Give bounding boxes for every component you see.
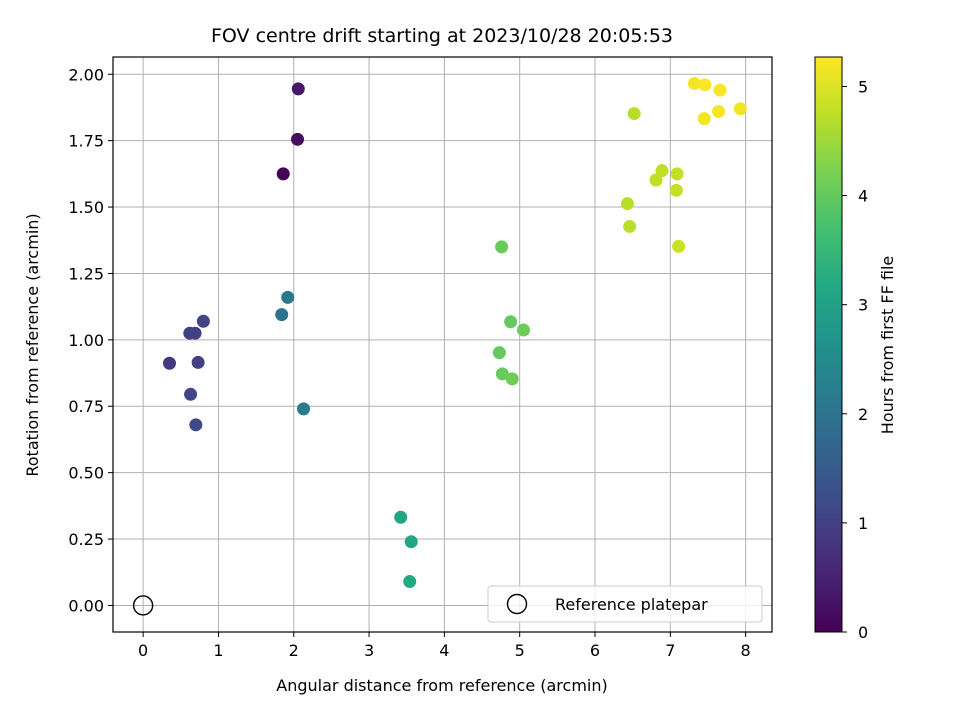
data-point [672,239,686,253]
colorbar-tick-label: 2 [858,405,868,424]
x-tick-label: 8 [741,641,751,660]
y-tick-label: 0.25 [68,530,104,549]
data-point [655,164,669,178]
data-point [191,355,205,369]
y-tick-label: 1.00 [68,331,104,350]
chart-title: FOV centre drift starting at 2023/10/28 … [211,25,673,47]
data-point [669,183,683,197]
data-point [504,315,518,329]
colorbar: 0 1 2 3 4 5 Hours from first FF file [814,56,897,642]
x-tick-label: 3 [364,641,374,660]
x-tick-label: 5 [515,641,525,660]
colorbar-tick-label: 0 [858,623,868,642]
data-point [670,167,684,181]
x-tick-label: 4 [439,641,449,660]
reference-platepar-marker [132,595,154,616]
data-point [281,290,295,304]
colorbar-ticks: 0 1 2 3 4 5 [842,77,868,642]
data-point [189,418,203,432]
y-tick-label: 1.25 [68,264,104,283]
data-point [297,402,311,416]
data-point [196,314,210,328]
data-point [162,356,176,370]
x-tick-label: 0 [138,641,148,660]
y-axis-ticks: 0.00 0.25 0.50 0.75 1.00 1.25 1.50 1.75 2.00 [68,65,113,615]
colorbar-tick-label: 4 [858,187,868,206]
data-point [394,510,408,524]
legend-box [487,585,763,623]
data-point [184,387,198,401]
data-point [620,197,634,211]
data-point [698,78,712,92]
data-points [162,77,747,589]
colorbar-tick-label: 3 [858,296,868,315]
colorbar-frame [814,56,843,633]
data-point [516,323,530,337]
y-tick-label: 0.75 [68,397,104,416]
data-point [623,219,637,233]
x-tick-label: 1 [213,641,223,660]
legend-label-reference: Reference platepar [555,595,708,614]
data-point [733,102,747,116]
data-point [495,367,509,381]
y-tick-label: 2.00 [68,65,104,84]
x-axis-label: Angular distance from reference (arcmin) [276,676,607,695]
x-tick-label: 2 [289,641,299,660]
data-point [275,308,289,322]
y-tick-label: 0.00 [68,596,104,615]
y-tick-label: 0.50 [68,464,104,483]
data-point [495,240,509,254]
reference-layer [132,595,154,616]
data-point [687,77,701,91]
colorbar-tick-label: 5 [858,77,868,96]
legend-marker-open-circle [506,593,528,615]
colorbar-gradient [815,57,842,632]
x-tick-label: 7 [665,641,675,660]
x-axis-ticks: 0 1 2 3 4 5 6 7 8 [138,632,751,660]
data-point [712,104,726,118]
data-point [403,575,417,589]
y-tick-label: 1.75 [68,132,104,151]
data-point [291,82,305,96]
data-point [649,173,663,187]
data-point [276,167,290,181]
grid [113,57,772,632]
x-tick-label: 6 [590,641,600,660]
colorbar-tick-label: 1 [858,514,868,533]
data-point [505,372,519,386]
data-point [404,535,418,549]
data-point [291,132,305,146]
legend: Reference platepar [487,585,763,623]
data-point [697,112,711,126]
y-tick-label: 1.50 [68,198,104,217]
y-axis-label: Rotation from reference (arcmin) [23,213,42,476]
plot-frame [112,56,773,633]
data-point [492,346,506,360]
data-point [188,326,202,340]
data-point [713,83,727,97]
data-point [627,107,641,121]
colorbar-label: Hours from first FF file [878,256,897,435]
